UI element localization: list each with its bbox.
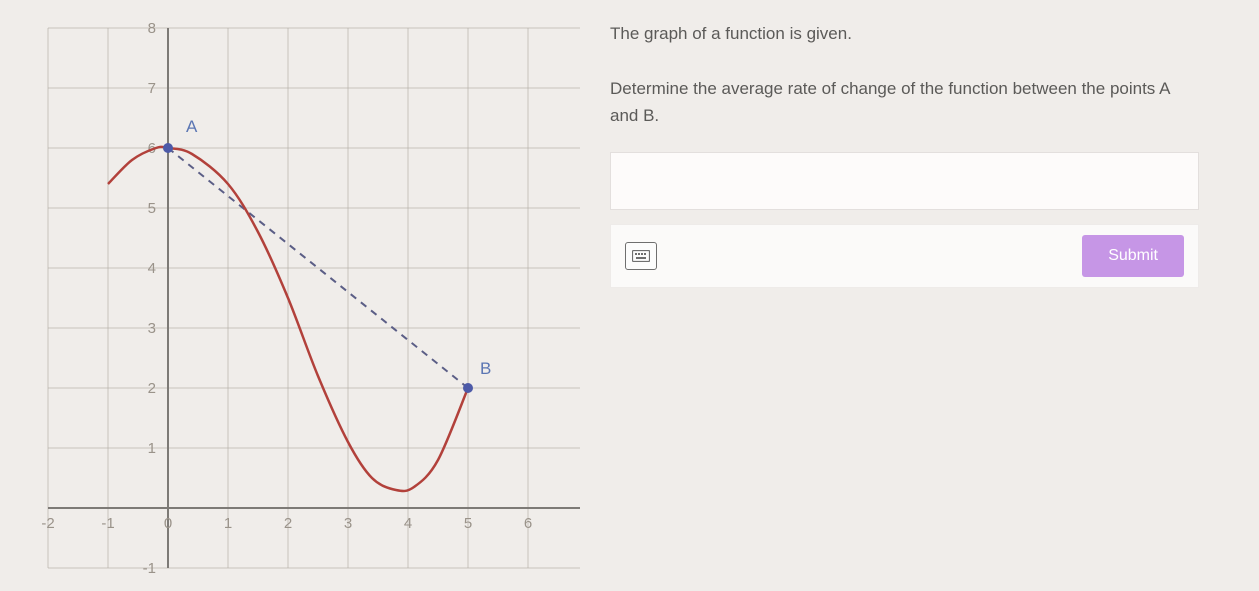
question-panel: The graph of a function is given. Determ… xyxy=(580,0,1239,591)
svg-text:5: 5 xyxy=(464,515,472,532)
svg-text:-1: -1 xyxy=(143,560,156,577)
svg-text:-2: -2 xyxy=(41,515,54,532)
svg-text:2: 2 xyxy=(148,380,156,397)
svg-text:5: 5 xyxy=(148,200,156,217)
svg-text:A: A xyxy=(186,117,198,136)
svg-text:0: 0 xyxy=(164,515,172,532)
svg-text:-1: -1 xyxy=(101,515,114,532)
question-intro: The graph of a function is given. xyxy=(610,20,1199,47)
graph-panel: -2-101234567-112345678AB xyxy=(0,0,580,591)
svg-text:3: 3 xyxy=(344,515,352,532)
svg-text:B: B xyxy=(480,359,491,378)
svg-text:6: 6 xyxy=(524,515,532,532)
answer-toolbar: Submit xyxy=(610,224,1199,288)
svg-text:1: 1 xyxy=(224,515,232,532)
function-graph: -2-101234567-112345678AB xyxy=(0,0,580,591)
svg-text:1: 1 xyxy=(148,440,156,457)
keyboard-icon[interactable] xyxy=(625,242,657,270)
question-prompt: Determine the average rate of change of … xyxy=(610,75,1199,129)
svg-text:2: 2 xyxy=(284,515,292,532)
answer-input[interactable] xyxy=(611,153,1198,209)
submit-button[interactable]: Submit xyxy=(1082,235,1184,277)
answer-box xyxy=(610,152,1199,210)
svg-text:7: 7 xyxy=(148,80,156,97)
svg-text:4: 4 xyxy=(404,515,412,532)
svg-text:3: 3 xyxy=(148,320,156,337)
svg-text:4: 4 xyxy=(148,260,156,277)
svg-text:8: 8 xyxy=(148,20,156,37)
